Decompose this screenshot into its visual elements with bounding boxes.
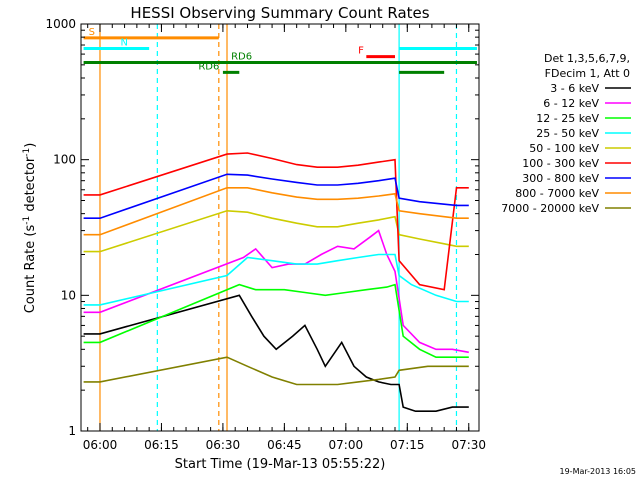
- y-tick-label: 1000: [45, 17, 76, 31]
- x-tick-label: 07:15: [390, 438, 425, 452]
- legend-entry-label: 300 - 800 keV: [522, 172, 599, 185]
- legend-entry-label: 12 - 25 keV: [536, 112, 599, 125]
- legend-entry-label: 800 - 7000 keV: [515, 187, 599, 200]
- y-axis-label: Count Rate (s-1 detector-1): [22, 143, 38, 314]
- legend-entry-label: 3 - 6 keV: [550, 82, 599, 95]
- y-tick-label: 100: [53, 153, 76, 167]
- series-line-8: [83, 187, 469, 236]
- series-line-3: [83, 283, 469, 359]
- flag-label: S: [89, 27, 95, 38]
- legend-entry-label: 25 - 50 keV: [536, 127, 599, 140]
- timestamp: 19-Mar-2013 16:05: [560, 467, 637, 476]
- series-line-9: [83, 356, 469, 386]
- flag-label: N: [120, 37, 127, 48]
- x-tick-label: 06:15: [144, 438, 179, 452]
- series-line-7: [83, 173, 469, 219]
- legend-entry-label: 50 - 100 keV: [529, 142, 599, 155]
- x-axis-label: Start Time (19-Mar-13 05:55:22): [175, 457, 386, 472]
- y-tick-label: 1: [68, 424, 76, 438]
- series-line-1: [83, 294, 469, 413]
- x-tick-label: 07:30: [451, 438, 486, 452]
- x-tick-label: 06:30: [206, 438, 241, 452]
- series-line-4: [83, 253, 469, 306]
- legend-header: FDecim 1, Att 0: [545, 67, 630, 80]
- legend-entry-label: 6 - 12 keV: [543, 97, 599, 110]
- y-tick-label: 10: [61, 288, 76, 302]
- x-tick-label: 06:45: [267, 438, 302, 452]
- legend-entry-label: 7000 - 20000 keV: [501, 202, 599, 215]
- legend-entry-label: 100 - 300 keV: [522, 157, 599, 170]
- plot-frame: [80, 23, 480, 432]
- series-line-6: [83, 152, 469, 291]
- chart-title: HESSI Observing Summary Count Rates: [130, 4, 429, 22]
- legend: Det 1,3,5,6,7,9, FDecim 1, Att 0 3 - 6 keV…: [501, 52, 631, 215]
- series-line-5: [83, 209, 469, 253]
- x-tick-label: 06:00: [83, 438, 118, 452]
- flag-label: RD6: [231, 52, 252, 63]
- flag-label: RD6: [198, 61, 219, 72]
- flag-label: F: [358, 46, 364, 57]
- x-tick-label: 07:00: [329, 438, 364, 452]
- series-line-2: [83, 229, 469, 354]
- legend-header: Det 1,3,5,6,7,9,: [544, 52, 630, 65]
